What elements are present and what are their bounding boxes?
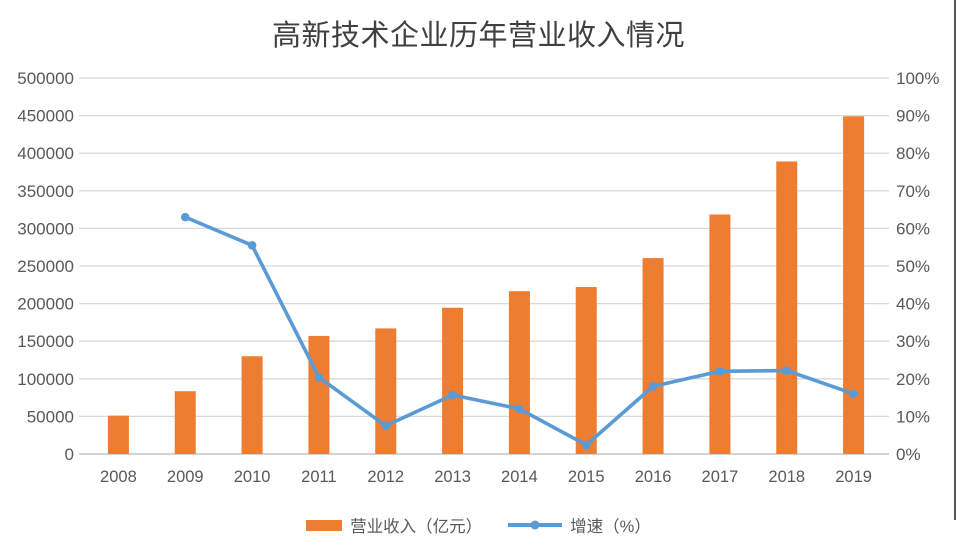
bar-2019 [843, 116, 865, 455]
x-tick-label: 2012 [367, 468, 404, 486]
y-left-tick-label: 100000 [17, 370, 74, 389]
y-left-tick-label: 450000 [17, 107, 74, 126]
y-right-tick-label: 80% [896, 144, 930, 163]
legend-item-revenue: 营业收入（亿元） [306, 513, 482, 537]
y-right-tick-label: 20% [896, 370, 930, 389]
bar-2014 [508, 291, 530, 454]
x-tick-label: 2009 [167, 468, 204, 486]
growth-line-marker [648, 382, 658, 391]
chart-title: 高新技术企业历年营业收入情况 [271, 18, 685, 52]
legend-line-marker-icon [530, 520, 540, 530]
bar-2015 [575, 287, 597, 454]
x-tick-label: 2017 [702, 468, 739, 486]
y-left-tick-label: 400000 [17, 144, 74, 163]
chart-legend: 营业收入（亿元） 增速（%） [0, 513, 957, 537]
growth-line-marker [782, 366, 792, 375]
y-left-tick-label: 0 [65, 445, 74, 464]
legend-label-revenue: 营业收入（亿元） [350, 518, 483, 536]
bar-2012 [375, 328, 397, 454]
x-tick-label: 2013 [434, 468, 471, 486]
growth-line-marker [448, 390, 457, 400]
bar-2008 [107, 415, 129, 454]
y-left-tick-label: 50000 [27, 407, 74, 426]
bar-2017 [709, 214, 731, 454]
growth-line-marker [849, 389, 858, 399]
x-tick-label: 2011 [301, 468, 336, 486]
x-tick-label: 2010 [234, 468, 271, 486]
legend-line-swatch-icon [508, 520, 563, 530]
y-right-tick-label: 10% [896, 407, 930, 426]
y-left-tick-label: 150000 [17, 332, 74, 351]
y-right-tick-label: 40% [896, 295, 930, 314]
growth-line-marker [715, 366, 725, 376]
y-right-tick-label: 0% [896, 445, 921, 464]
y-right-tick-label: 90% [896, 107, 930, 126]
y-right-tick-label: 70% [896, 182, 930, 201]
growth-line-marker [515, 404, 524, 414]
growth-line-marker [381, 421, 391, 431]
growth-line-marker [581, 440, 591, 450]
right-border-line [954, 0, 956, 520]
y-left-tick-label: 250000 [17, 257, 74, 276]
y-left-tick-label: 350000 [17, 182, 74, 201]
bar-2013 [442, 307, 464, 454]
legend-item-growth: 增速（%） [508, 513, 651, 537]
x-tick-label: 2008 [100, 468, 137, 486]
growth-line-marker [314, 372, 324, 382]
bar-2018 [776, 161, 798, 455]
bar-2009 [174, 391, 196, 454]
x-tick-label: 2014 [501, 468, 538, 486]
y-left-tick-label: 200000 [17, 295, 74, 314]
bar-2011 [308, 335, 330, 454]
growth-line-marker [247, 241, 257, 250]
growth-line-marker [180, 212, 190, 222]
x-tick-label: 2018 [768, 468, 805, 486]
legend-bar-swatch-icon [306, 519, 343, 531]
x-tick-label: 2019 [835, 468, 872, 486]
y-right-tick-label: 50% [896, 257, 930, 276]
y-right-tick-label: 60% [896, 219, 930, 238]
y-left-tick-label: 500000 [17, 69, 74, 88]
legend-label-growth: 增速（%） [570, 518, 651, 536]
x-tick-label: 2016 [635, 468, 672, 486]
x-tick-label: 2015 [568, 468, 605, 486]
y-right-tick-label: 100% [896, 69, 939, 88]
y-right-tick-label: 30% [896, 332, 930, 351]
bar-2010 [241, 356, 263, 454]
y-left-tick-label: 300000 [17, 219, 74, 238]
bar-2016 [642, 258, 664, 454]
